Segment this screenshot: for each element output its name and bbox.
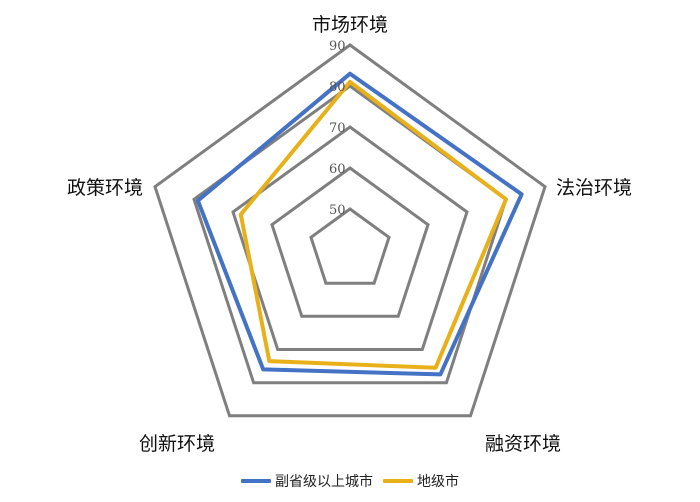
legend-swatch-series-2 — [383, 479, 413, 483]
legend-item-series-2: 地级市 — [383, 471, 459, 491]
legend-swatch-series-1 — [241, 479, 271, 483]
grid-ring-90 — [153, 43, 547, 418]
tick-label-50: 50 — [329, 203, 346, 218]
tick-label-60: 60 — [329, 162, 346, 177]
grid-ring-60 — [270, 166, 430, 318]
legend-label-series-2: 地级市 — [417, 474, 459, 490]
tick-label-90: 90 — [329, 39, 346, 54]
axis-label-4: 创新环境 — [139, 433, 215, 455]
series-line-1 — [195, 71, 524, 377]
tick-label-70: 70 — [329, 121, 346, 136]
series-line-2 — [238, 79, 508, 370]
grid-ring-50 — [309, 207, 391, 285]
axis-label-3: 融资环境 — [485, 433, 561, 455]
axis-label-2: 法治环境 — [556, 177, 632, 199]
radar-grid — [153, 43, 547, 418]
axis-label-1: 市场环境 — [312, 14, 388, 36]
radar-tick-labels: 50 60 70 80 90 — [329, 39, 346, 218]
axis-label-5: 政策环境 — [67, 177, 143, 199]
tick-label-80: 80 — [329, 80, 346, 95]
legend-item-series-1: 副省级以上城市 — [241, 471, 373, 491]
legend: 副省级以上城市 地级市 — [0, 468, 700, 494]
legend-label-series-1: 副省级以上城市 — [275, 474, 373, 490]
radar-series — [195, 71, 524, 377]
